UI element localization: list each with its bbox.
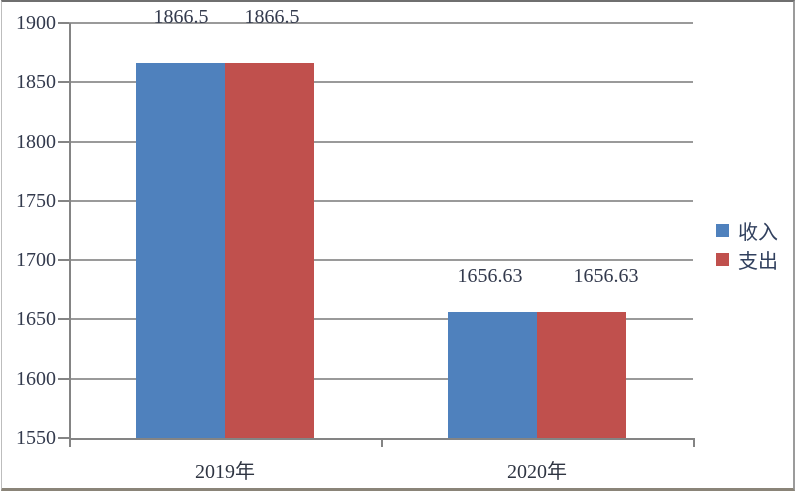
gridline [69, 140, 693, 143]
y-axis-tick [58, 318, 69, 321]
y-axis-label: 1750 [16, 189, 56, 212]
gridline [69, 377, 693, 380]
gridline [69, 318, 693, 321]
y-axis-label: 1700 [16, 249, 56, 272]
legend-label-income: 收入 [738, 222, 778, 244]
y-axis-label: 1600 [16, 367, 56, 390]
y-axis-tick [58, 22, 69, 24]
y-axis-label: 1650 [16, 308, 56, 331]
x-axis-category-label: 2020年 [507, 461, 567, 483]
y-axis-label: 1850 [16, 71, 56, 94]
bar-expense [225, 62, 314, 438]
y-axis-label: 1550 [16, 427, 56, 449]
y-axis-tick [58, 437, 69, 439]
x-axis-tick [381, 438, 383, 447]
y-axis-tick [58, 199, 69, 202]
y-axis-label: 1900 [16, 12, 56, 34]
y-axis-tick [58, 140, 69, 143]
expense-swatch-icon [716, 253, 729, 266]
bar-income [448, 311, 537, 438]
x-axis-tick [69, 438, 71, 447]
y-axis-tick [58, 377, 69, 380]
legend-item-income: 收入 [716, 216, 778, 245]
bar-income [136, 62, 225, 438]
y-axis-label: 1800 [16, 130, 56, 153]
y-axis-tick [58, 81, 69, 84]
x-axis-line [69, 438, 695, 440]
data-label: 1866.5 [153, 6, 209, 28]
data-label: 1866.5 [244, 6, 300, 28]
data-label: 1656.63 [457, 265, 523, 287]
x-axis-tick [693, 438, 695, 447]
gridline [69, 81, 693, 84]
gridline [69, 199, 693, 202]
data-label: 1656.63 [573, 265, 639, 287]
legend-label-expense: 支出 [738, 251, 778, 273]
bar-expense [537, 311, 626, 438]
x-axis-category-label: 2019年 [195, 461, 255, 483]
y-axis-tick [58, 259, 69, 262]
legend: 收入 支出 [716, 216, 778, 274]
gridline [69, 259, 693, 262]
legend-item-expense: 支出 [716, 245, 778, 274]
income-swatch-icon [716, 224, 729, 237]
y-axis-line [69, 23, 71, 438]
gridline [69, 22, 693, 24]
